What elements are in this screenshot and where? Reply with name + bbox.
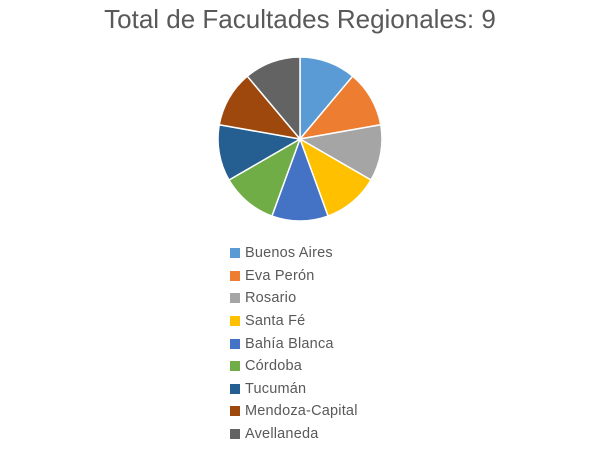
legend-entry: Córdoba <box>230 355 358 378</box>
legend-entry: Tucumán <box>230 378 358 401</box>
legend-swatch <box>230 316 240 327</box>
legend-swatch <box>230 406 240 417</box>
legend-swatch <box>230 293 240 304</box>
legend-swatch <box>230 270 240 281</box>
legend-swatch <box>230 338 240 349</box>
legend-entry: Rosario <box>230 287 358 310</box>
legend-entry: Eva Perón <box>230 265 358 288</box>
legend-label: Córdoba <box>245 358 303 375</box>
legend-swatch <box>230 248 240 259</box>
legend-entry: Bahía Blanca <box>230 332 358 355</box>
legend-label: Eva Perón <box>245 267 315 284</box>
legend-entry: Buenos Aires <box>230 242 358 265</box>
legend-label: Avellaneda <box>245 426 319 443</box>
pie-slice <box>246 56 301 140</box>
chart-title: Total de Facultades Regionales: 9 <box>104 4 496 34</box>
legend-label: Buenos Aires <box>245 245 333 262</box>
legend-label: Bahía Blanca <box>245 335 334 352</box>
legend-entry: Santa Fé <box>230 310 358 333</box>
legend-label: Rosario <box>245 290 297 307</box>
legend-label: Tucumán <box>245 380 307 397</box>
legend-label: Santa Fé <box>245 313 306 330</box>
legend-entry: Mendoza-Capital <box>230 400 358 423</box>
legend-label: Mendoza-Capital <box>245 403 358 420</box>
legend-swatch <box>230 383 240 394</box>
chart-legend: Buenos Aires Eva Perón Rosario Santa Fé Bahí… <box>230 242 358 445</box>
legend-entry: Avellaneda <box>230 423 358 446</box>
legend-swatch <box>230 429 240 440</box>
legend-swatch <box>230 361 240 372</box>
